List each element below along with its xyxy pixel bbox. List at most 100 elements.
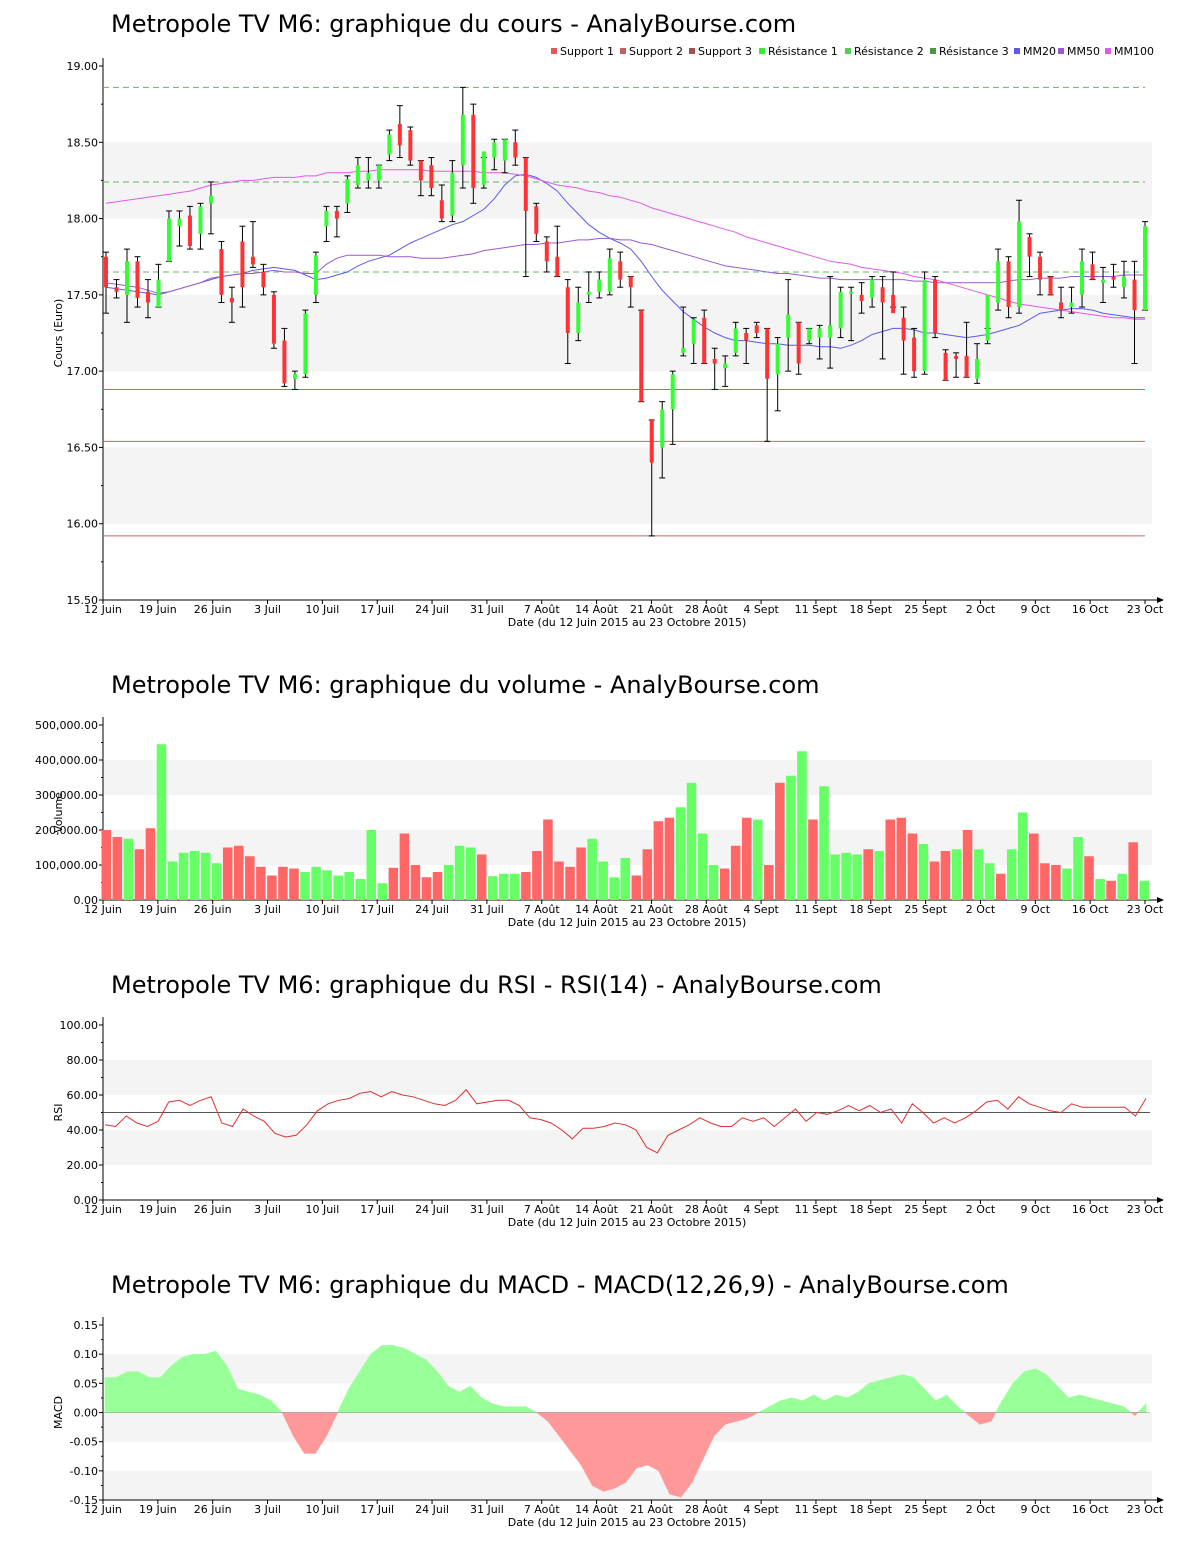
y-tick-label: 60.00 (67, 1089, 99, 1102)
x-tick-label: 19 Juin (139, 903, 177, 916)
x-tick-label: 31 Juil (470, 1203, 504, 1216)
macd-positive-area (780, 1397, 792, 1413)
candle-body (292, 374, 297, 379)
candle-body (208, 195, 213, 204)
macd-positive-area (104, 1377, 117, 1413)
y-tick-label: 19.00 (67, 60, 99, 73)
volume-bar (885, 819, 896, 900)
volume-bar (609, 877, 619, 900)
volume-bar (576, 847, 586, 900)
macd-positive-area (414, 1353, 427, 1413)
macd-positive-area (902, 1374, 914, 1413)
mm50-line (105, 237, 1145, 294)
volume-bar (344, 872, 354, 900)
rsi-line (104, 1089, 1147, 1154)
candle-body (565, 287, 570, 333)
macd-positive-area (868, 1380, 881, 1413)
legend-entry: Support 2 (629, 45, 683, 58)
macd-positive-area (1090, 1397, 1102, 1413)
candle-body (481, 151, 486, 186)
volume-bar (730, 845, 741, 900)
x-tick-label: 17 Juil (360, 1503, 394, 1516)
y-tick-label: 18.50 (67, 136, 99, 149)
volume-bar (587, 838, 597, 900)
x-axis-label: Date (du 12 Juin 2015 au 23 Octobre 2015… (508, 1216, 747, 1229)
legend-swatch (689, 48, 695, 54)
y-tick-label: 0.10 (74, 1348, 99, 1361)
candle-body (1069, 302, 1074, 308)
legend-entry: MM50 (1067, 45, 1100, 58)
candle-body (124, 261, 129, 295)
macd-positive-area (890, 1374, 903, 1413)
candle-body (450, 172, 455, 216)
macd-positive-area (470, 1385, 482, 1413)
x-tick-label: 17 Juil (360, 1203, 394, 1216)
macd-positive-area (514, 1406, 527, 1413)
y-tick-label: 200,000.00 (35, 824, 98, 837)
x-tick-label: 11 Sept (795, 1503, 838, 1516)
legend-entry: MM100 (1114, 45, 1154, 58)
macd-positive-area (182, 1353, 194, 1413)
candle-body (597, 279, 602, 292)
x-tick-label: 11 Sept (795, 603, 838, 616)
x-tick-label: 23 Oct (1127, 603, 1164, 616)
legend-swatch (620, 48, 626, 54)
legend-entry: MM20 (1023, 45, 1056, 58)
candle-body (838, 291, 843, 329)
volume-bar (962, 830, 973, 900)
candle-body (135, 261, 140, 298)
candle-body (1027, 236, 1032, 257)
x-tick-label: 31 Juil (470, 1503, 504, 1516)
macd-positive-area (492, 1403, 505, 1413)
candle-body (397, 123, 402, 146)
mm100-line (105, 169, 1145, 320)
x-tick-label: 25 Sept (904, 1203, 947, 1216)
volume-bar (211, 863, 222, 900)
candle-body (943, 352, 948, 381)
volume-bar (830, 854, 840, 900)
macd-negative-area (614, 1412, 626, 1489)
macd-positive-area (337, 1389, 349, 1413)
macd-positive-area (370, 1344, 383, 1413)
macd-positive-area (769, 1400, 781, 1413)
macd-negative-area (292, 1412, 305, 1455)
volume-bar (874, 851, 884, 900)
candle-body (996, 261, 1001, 303)
rsi-chart-panel: Metropole TV M6: graphique du RSI - RSI(… (52, 971, 1164, 1229)
x-tick-label: 2 Oct (966, 1203, 996, 1216)
legend-swatch (759, 48, 765, 54)
legend-entry: Support 3 (698, 45, 752, 58)
x-tick-label: 4 Sept (743, 603, 779, 616)
volume-bar (1139, 880, 1149, 900)
legend-swatch (1014, 48, 1020, 54)
x-tick-label: 14 Août (575, 1503, 619, 1516)
x-tick-label: 23 Oct (1127, 1203, 1164, 1216)
candle-body (387, 134, 392, 155)
legend-entry: Résistance 3 (939, 45, 1009, 58)
macd-positive-area (835, 1394, 848, 1413)
volume-bar (752, 819, 763, 900)
legend-swatch (551, 48, 557, 54)
macd-positive-area (149, 1377, 161, 1413)
x-tick-label: 14 Août (575, 903, 619, 916)
x-tick-label: 21 Août (630, 903, 674, 916)
volume-bar (487, 876, 498, 900)
candle-body (681, 348, 686, 353)
candle-body (271, 294, 276, 344)
volume-bar (973, 849, 984, 900)
x-tick-label: 2 Oct (966, 603, 996, 616)
x-tick-label: 26 Juin (194, 1503, 232, 1516)
y-tick-label: 0.00 (74, 894, 99, 907)
volume-bar (929, 861, 940, 900)
candle-body (691, 319, 696, 344)
x-tick-label: 21 Août (630, 1203, 674, 1216)
volume-bar (984, 863, 995, 900)
volume-bar (1051, 865, 1061, 900)
volume-bar (1029, 833, 1039, 900)
x-tick-label: 14 Août (575, 1203, 619, 1216)
macd-positive-area (802, 1394, 815, 1413)
macd-positive-area (946, 1394, 959, 1413)
macd-negative-area (603, 1412, 615, 1492)
candle-body (954, 355, 959, 359)
x-tick-label: 4 Sept (743, 1503, 779, 1516)
